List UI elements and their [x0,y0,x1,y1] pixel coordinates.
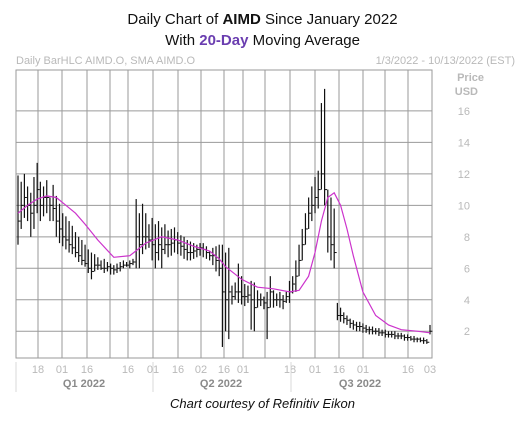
period-label: Q3 2022 [339,378,381,390]
x-tick-label: 01 [56,364,68,376]
sma-series [17,191,431,334]
y-unit-label: USD [455,86,478,98]
x-tick-label: 18 [284,364,296,376]
y-tick-label: 4 [464,295,470,307]
chart-title: Daily Chart of AIMD Since January 2022 [127,11,398,28]
chart-subtitle: With 20-Day Moving Average [165,32,360,49]
x-tick-label: 16 [333,364,345,376]
period-label: Q2 2022 [200,378,242,390]
plot-frame [15,69,433,359]
x-tick-label: 16 [402,364,414,376]
sma-line [17,191,431,334]
y-tick-label: 8 [464,232,470,244]
x-tick-label: 16 [172,364,184,376]
x-tick-label: 18 [32,364,44,376]
y-tick-label: 12 [458,169,470,181]
x-tick-label: 02 [195,364,207,376]
x-tick-label: 01 [309,364,321,376]
date-range: 1/3/2022 - 10/13/2022 (EST) [375,55,515,67]
x-tick-label: 16 [81,364,93,376]
period-label: Q1 2022 [63,378,105,390]
series-label: Daily BarHLC AIMD.O, SMA AIMD.O [16,55,196,67]
y-axis: 2 4 6 8 10 12 14 16 Price USD [455,72,484,338]
price-bars [17,88,433,347]
y-unit-label: Price [457,72,484,84]
y-tick-label: 6 [464,263,470,275]
x-tick-label: 01 [237,364,249,376]
x-tick-label: 01 [357,364,369,376]
title-ticker: AIMD [222,11,261,28]
chart-grid [15,69,433,359]
y-tick-label: 14 [458,137,470,149]
x-tick-label: 16 [122,364,134,376]
subtitle-highlight: 20-Day [199,32,249,49]
chart-caption: Chart courtesy of Refinitiv Eikon [170,396,355,411]
x-tick-label: 16 [218,364,230,376]
y-tick-label: 10 [458,200,470,212]
y-tick-label: 16 [458,106,470,118]
x-tick-label: 03 [424,364,436,376]
y-tick-label: 2 [464,326,470,338]
